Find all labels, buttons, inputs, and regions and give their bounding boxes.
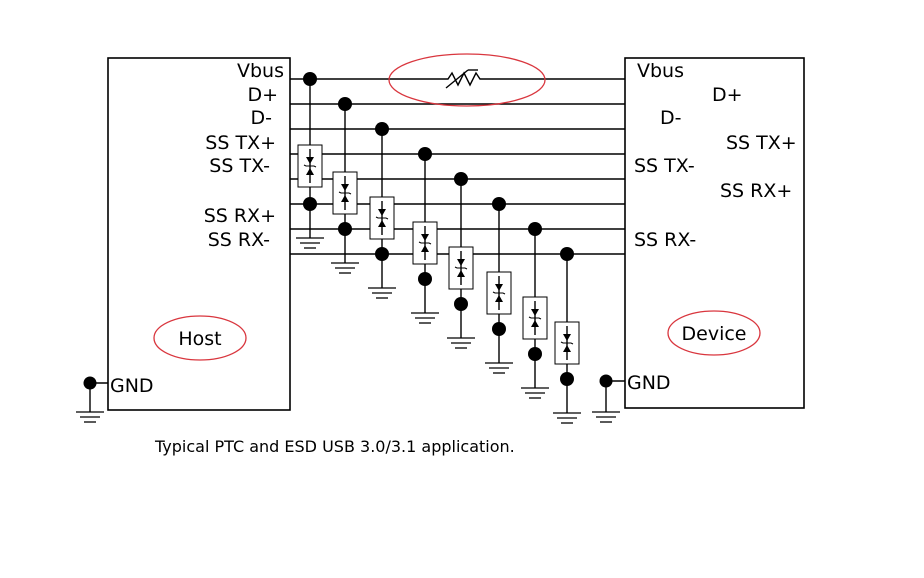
device-title: Device [682,323,747,345]
device-box [624,57,805,409]
junction-dot [454,297,468,311]
tvs-diode-icon [560,326,574,360]
host-pin-sstx-plus: SS TX+ [205,132,276,154]
ground-icon [331,262,359,274]
junction-dot [560,247,574,261]
tvs-diode-icon [418,226,432,260]
host-pin-dminus: D- [251,107,273,129]
ground-icon [447,337,475,349]
junction-dot [375,247,389,261]
tvs-diode-icon [338,176,352,210]
ptc-highlight-ellipse [388,53,546,107]
device-pin-gnd: GND [627,372,671,394]
esd-branch-2 [331,97,359,274]
esd-branch-3 [368,122,396,299]
junction-dot [492,197,506,211]
junction-dot [560,372,574,386]
device-ground [592,374,625,423]
host-pin-labels: Vbus D+ D- SS TX+ SS TX- SS RX+ SS RX- [204,60,284,251]
junction-dot [303,72,317,86]
tvs-diode-icon [303,149,317,183]
junction-dot [338,222,352,236]
ground-icon [296,237,324,249]
host-title-ellipse [153,315,247,361]
host-pin-ssrx-minus: SS RX- [208,229,270,251]
ground-icon [76,411,104,423]
ground-icon [485,362,513,374]
esd-branch-6 [485,197,513,374]
junction-dot [454,172,468,186]
ground-icon [521,387,549,399]
device-pin-sstx-plus: SS TX+ [726,132,797,154]
esd-branch-4 [411,147,439,324]
esd-branch-1 [296,72,324,249]
tvs-diode-icon [454,251,468,285]
junction-dot [418,147,432,161]
device-pin-sstx-minus: SS TX- [634,155,695,177]
junction-dot [492,322,506,336]
host-pin-vbus: Vbus [237,60,284,82]
junction-dot [528,222,542,236]
junction-dot [528,347,542,361]
tvs-diode-icon [375,201,389,235]
host-pin-dplus: D+ [247,84,278,106]
ptc-resistor-icon [438,69,492,89]
host-ground [76,376,108,423]
ground-icon [592,411,620,423]
device-pin-vbus: Vbus [637,60,684,82]
device-pin-dplus: D+ [712,84,743,106]
esd-branch-8 [553,247,581,424]
device-pin-labels: Vbus D+ D- SS TX+ SS TX- SS RX+ SS RX- [634,60,797,251]
junction-dot [338,97,352,111]
device-pin-ssrx-plus: SS RX+ [720,180,792,202]
esd-branch-5 [447,172,475,349]
esd-branch-7 [521,222,549,399]
device-pin-ssrx-minus: SS RX- [634,229,696,251]
esd-branches [296,72,581,424]
junction-dot [303,197,317,211]
host-pin-ssrx-plus: SS RX+ [204,205,276,227]
ground-icon [411,312,439,324]
tvs-diode-icon [492,276,506,310]
junction-dot [375,122,389,136]
ground-icon [368,287,396,299]
device-title-ellipse [667,310,761,356]
host-pin-sstx-minus: SS TX- [209,155,270,177]
host-box [107,57,291,411]
junction-dot [418,272,432,286]
device-pin-dminus: D- [660,107,682,129]
host-pin-gnd: GND [110,375,154,397]
ground-icon [553,412,581,424]
caption: Typical PTC and ESD USB 3.0/3.1 applicat… [154,437,515,456]
tvs-diode-icon [528,301,542,335]
host-title: Host [178,328,221,350]
